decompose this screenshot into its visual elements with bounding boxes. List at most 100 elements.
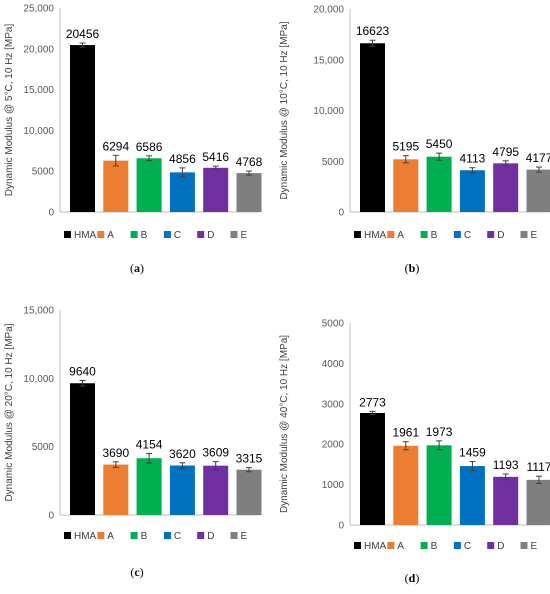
legend-swatch-hma <box>64 532 71 539</box>
y-tick-label: 25,000 <box>23 4 54 15</box>
data-label: 6586 <box>136 140 163 154</box>
legend-swatch-hma <box>354 231 361 238</box>
legend-swatch-b <box>420 542 428 549</box>
error-bar <box>469 167 476 174</box>
legend-swatch-e <box>230 532 238 539</box>
bar-c <box>169 465 195 515</box>
legend-swatch-d <box>487 231 495 238</box>
bar-b <box>136 458 162 515</box>
legend-label: D <box>207 230 214 241</box>
legend-label: E <box>531 541 538 552</box>
y-tick-label: 10,000 <box>313 106 344 117</box>
legend-label: B <box>431 230 438 241</box>
panel-caption: (c) <box>130 565 143 579</box>
y-axis-label: Dynamic Modulus @ 10°C, 10 Hz [MPa] <box>279 21 290 199</box>
legend-label: B <box>431 541 438 552</box>
data-label: 5416 <box>202 150 229 164</box>
legend-label: B <box>141 230 148 241</box>
y-tick-label: 2000 <box>322 440 345 451</box>
bar-c <box>169 172 195 212</box>
y-axis-label: Dynamic Modulus @ 5°C, 10 Hz [MPa] <box>4 24 15 197</box>
y-tick-label: 0 <box>48 208 54 219</box>
legend-swatch-c <box>163 532 171 539</box>
y-tick-label: 1000 <box>322 480 345 491</box>
data-label: 3609 <box>202 446 229 460</box>
legend-swatch-e <box>520 542 528 549</box>
legend-swatch-e <box>520 231 528 238</box>
error-bar <box>369 39 376 47</box>
y-tick-label: 15,000 <box>23 306 54 317</box>
legend-swatch-d <box>197 231 205 238</box>
error-bar <box>369 410 376 416</box>
data-label: 2773 <box>359 395 386 409</box>
y-tick-label: 0 <box>48 511 54 522</box>
bar-hma <box>70 383 95 515</box>
bar-b <box>426 445 452 525</box>
legend-label: HMA <box>74 230 97 241</box>
error-bar <box>502 473 509 481</box>
data-label: 4768 <box>236 155 263 169</box>
error-bar <box>112 461 119 468</box>
error-bar <box>179 167 186 178</box>
data-label: 4795 <box>492 145 519 159</box>
legend-label: D <box>207 531 214 542</box>
bar-c <box>459 466 485 525</box>
error-bar <box>212 165 219 170</box>
bar-d <box>493 476 519 525</box>
chart-panel-c: 0 5000 10,000 15,000 Dynamic Modulus @ 20°C,… <box>4 306 263 580</box>
data-label: 20456 <box>66 27 100 41</box>
legend-label: C <box>174 230 181 241</box>
legend-swatch-c <box>163 231 171 238</box>
y-tick-label: 3000 <box>322 399 345 410</box>
data-label: 3315 <box>236 452 263 466</box>
error-bar <box>536 475 542 485</box>
y-tick-label: 20,000 <box>313 5 344 16</box>
legend-label: A <box>107 531 114 542</box>
error-bar <box>436 440 443 451</box>
bar-a <box>103 160 129 212</box>
data-label: 4177 <box>526 151 550 165</box>
bar-hma <box>360 43 385 212</box>
y-tick-label: 15,000 <box>313 55 344 66</box>
bar-c <box>459 170 485 212</box>
y-tick-label: 0 <box>338 521 344 532</box>
error-bar <box>79 380 86 387</box>
bar-a <box>103 464 129 515</box>
y-tick-label: 0 <box>338 208 344 219</box>
data-label: 3620 <box>169 447 196 461</box>
legend-label: C <box>464 230 471 241</box>
y-axis-label: Dynamic Modulus @ 40°C, 10 Hz [MPa] <box>279 335 290 513</box>
legend-label: C <box>464 541 471 552</box>
data-label: 4856 <box>169 152 196 166</box>
y-tick-label: 4000 <box>322 359 345 370</box>
y-tick-label: 10,000 <box>23 126 54 137</box>
legend-swatch-a <box>387 542 395 549</box>
bar-d <box>493 163 519 212</box>
legend-swatch-e <box>230 231 238 238</box>
data-label: 9640 <box>69 365 96 379</box>
bar-hma <box>70 45 95 212</box>
y-tick-label: 20,000 <box>23 44 54 55</box>
bar-a <box>393 159 419 212</box>
legend-label: C <box>174 531 181 542</box>
panel-caption: (d) <box>405 571 420 585</box>
panel-caption: (b) <box>405 261 420 275</box>
legend-label: E <box>241 531 248 542</box>
bar-d <box>203 167 229 212</box>
legend-swatch-b <box>420 231 428 238</box>
data-label: 4154 <box>136 437 163 451</box>
legend-label: A <box>397 541 404 552</box>
legend-label: B <box>141 531 148 542</box>
legend-label: HMA <box>364 541 387 552</box>
data-label: 6294 <box>102 139 129 153</box>
bar-a <box>393 445 419 525</box>
error-bar <box>536 166 542 173</box>
error-bar <box>246 467 252 473</box>
chart-panel-b: 0 5000 10,000 15,000 20,000 Dynamic Modulus @… <box>279 5 550 275</box>
data-label: 1459 <box>459 446 486 460</box>
legend-label: E <box>531 230 538 241</box>
legend-label: D <box>497 230 504 241</box>
legend-swatch-a <box>387 231 395 238</box>
bar-d <box>203 465 229 515</box>
data-label: 4113 <box>459 152 485 166</box>
